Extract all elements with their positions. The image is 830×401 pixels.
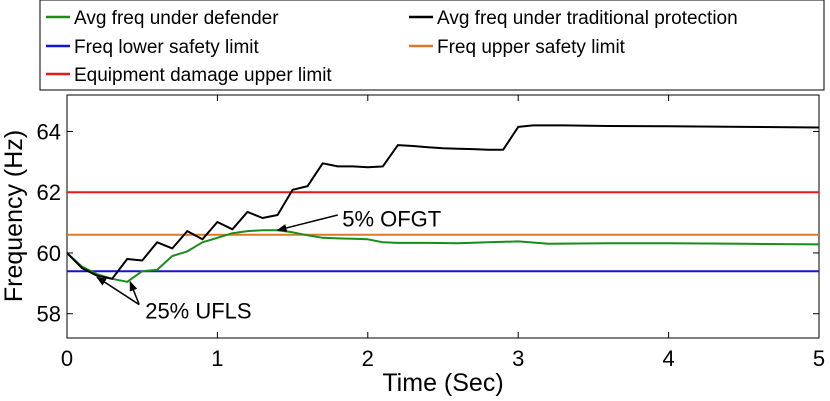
x-tick-label: 5 [813, 346, 825, 371]
series-layer [66, 124, 820, 283]
legend-label-2: Freq lower safety limit [74, 37, 259, 58]
x-tick-label: 1 [211, 346, 223, 371]
axes-box [66, 94, 820, 339]
ticks: 0 1 2 3 4 5 58 60 62 64 [37, 95, 825, 371]
legend-label-1: Avg freq under traditional protection [437, 8, 738, 29]
y-tick-label: 60 [37, 241, 61, 266]
series-line-1 [66, 124, 820, 280]
y-axis-label: Frequency (Hz) [0, 130, 28, 302]
x-tick-label: 4 [662, 346, 674, 371]
legend-label-4: Equipment damage upper limit [74, 65, 332, 86]
x-tick-label: 0 [61, 346, 73, 371]
legend-label-0: Avg freq under defender [74, 8, 279, 29]
annotation-arrow-ufls-1 [129, 280, 140, 305]
x-tick-label: 2 [362, 346, 374, 371]
annotation-arrow-ofgt [276, 214, 338, 232]
annotation-ofgt: 5% OFGT [342, 207, 441, 232]
y-tick-label: 62 [37, 180, 61, 205]
annotation-layer: 5% OFGT 25% UFLS [96, 207, 441, 324]
annotation-arrow-ufls-0 [96, 276, 140, 306]
x-tick-label: 3 [512, 346, 524, 371]
series-line-0 [66, 229, 820, 283]
plot-area: 0 1 2 3 4 5 58 60 62 64 5% OFGT 25% UFLS [37, 94, 825, 371]
legend: Avg freq under defender Avg freq under tr… [39, 0, 825, 91]
y-tick-label: 58 [37, 302, 61, 327]
y-tick-label: 64 [37, 119, 61, 144]
x-axis-label: Time (Sec) [382, 369, 503, 397]
annotation-ufls: 25% UFLS [145, 299, 251, 324]
legend-label-3: Freq upper safety limit [437, 37, 626, 58]
